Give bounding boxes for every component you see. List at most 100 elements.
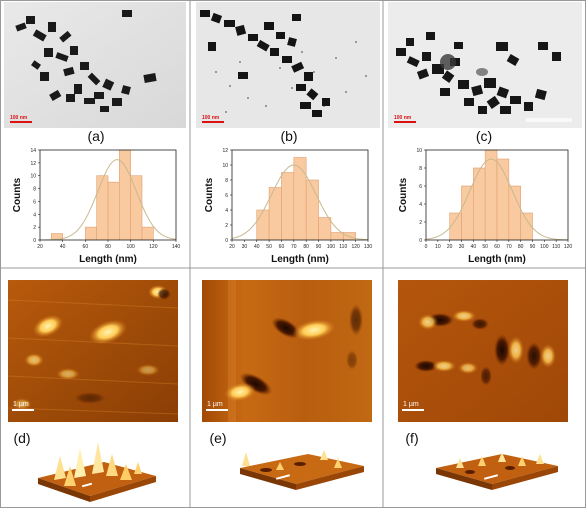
- y-axis-title: Counts: [204, 177, 215, 212]
- x-tick-label: 100: [126, 244, 135, 250]
- scale-bar: [394, 121, 416, 123]
- x-tick-label: 80: [105, 244, 111, 250]
- gaussian-fit-curve: [231, 164, 369, 241]
- histogram-a: 20 40 60 80 100 120 140 0 2 4 6 8 10 12 14 Length (nm) C…: [12, 148, 181, 265]
- y-tick-label: 4: [33, 212, 36, 218]
- nanoparticle-cluster: [396, 32, 561, 114]
- y-tick-label: 2: [419, 220, 422, 226]
- y-tick-label: 8: [225, 178, 228, 184]
- scale-bar: [10, 121, 32, 123]
- scale-bar: [12, 409, 34, 411]
- y-tick-label: 4: [225, 208, 228, 214]
- y-tick-label: 10: [222, 163, 228, 169]
- x-tick-label: 110: [552, 244, 560, 250]
- x-tick-label: 130: [364, 244, 373, 250]
- panel-label-c: (c): [475, 128, 493, 144]
- histogram-bar: [85, 226, 97, 241]
- histogram-bar: [130, 175, 143, 241]
- y-tick-label: 2: [33, 225, 36, 231]
- panel-label-d: (d): [13, 430, 31, 446]
- x-tick-label: 50: [482, 244, 488, 250]
- x-tick-label: 70: [291, 244, 297, 250]
- scan-lines: [8, 299, 178, 415]
- histogram-bar: [119, 149, 131, 241]
- scale-label: 1 µm: [403, 401, 419, 408]
- y-tick-label: 10: [30, 174, 36, 180]
- afm-3d-e: [240, 450, 364, 490]
- afm-3d-d: [38, 442, 156, 502]
- histogram-bar: [107, 181, 120, 241]
- scale-label: 100 nm: [202, 115, 220, 121]
- scale-label: 100 nm: [394, 115, 412, 121]
- x-tick-label: 100: [540, 244, 549, 250]
- tem-image-b: 100 nm: [196, 2, 380, 128]
- x-tick-label: 70: [506, 244, 512, 250]
- y-tick-label: 10: [416, 148, 422, 154]
- scale-label: 100 nm: [10, 115, 28, 121]
- y-axis-title: Counts: [12, 177, 23, 212]
- x-tick-label: 120: [351, 244, 360, 250]
- x-tick-label: 0: [425, 244, 428, 250]
- x-tick-label: 80: [518, 244, 524, 250]
- histogram-bar: [461, 185, 474, 241]
- histogram-bar: [330, 232, 344, 241]
- histogram-c: 0 10 20 30 40 50 60 70 80 90 100 110 120 0 2 4 6 8 10 Lengt…: [398, 148, 573, 265]
- y-tick-label: 0: [419, 238, 422, 244]
- gaussian-fit-curve: [425, 158, 569, 241]
- x-tick-label: 60: [494, 244, 500, 250]
- y-tick-label: 4: [419, 202, 422, 208]
- x-tick-label: 90: [316, 244, 322, 250]
- histogram-bar: [520, 212, 533, 241]
- histogram-bar: [449, 212, 462, 241]
- tem-image-c: 100 nm: [388, 2, 582, 128]
- y-axis-title: Counts: [398, 177, 409, 212]
- panel-label-a: (a): [87, 128, 105, 144]
- histogram-bar: [141, 226, 154, 241]
- y-tick-label: 6: [33, 199, 36, 205]
- tem-image-a: 100 nm: [4, 2, 186, 128]
- nanoparticle-cluster: [15, 10, 157, 112]
- y-tick-label: 12: [30, 161, 36, 167]
- histogram-bar: [293, 157, 307, 241]
- histogram-bar: [508, 185, 521, 241]
- x-tick-label: 140: [172, 244, 181, 250]
- x-tick-label: 90: [530, 244, 536, 250]
- x-tick-label: 50: [266, 244, 272, 250]
- histogram-bar: [305, 179, 319, 241]
- y-tick-label: 2: [225, 223, 228, 229]
- afm-image-d: 1 µm: [8, 280, 178, 422]
- x-tick-label: 10: [435, 244, 441, 250]
- histogram-bar: [281, 172, 295, 241]
- panel-label-f: (f): [405, 430, 419, 446]
- y-tick-label: 14: [30, 148, 36, 154]
- scale-bar: [202, 121, 224, 123]
- x-tick-label: 40: [60, 244, 66, 250]
- histogram-bar: [256, 209, 270, 241]
- x-tick-label: 30: [459, 244, 465, 250]
- x-axis-title: Length (nm): [271, 254, 329, 265]
- x-tick-label: 120: [149, 244, 158, 250]
- scale-label: 1 µm: [207, 401, 223, 408]
- panel-label-b: (b): [280, 128, 298, 144]
- gaussian-fit-curve: [39, 159, 177, 241]
- scale-bar: [402, 409, 424, 411]
- y-tick-label: 12: [222, 148, 228, 154]
- x-tick-label: 20: [229, 244, 235, 250]
- afm-image-f: 1 µm: [398, 280, 568, 422]
- y-tick-label: 0: [33, 238, 36, 244]
- afm-3d-f: [436, 452, 558, 490]
- x-tick-label: 20: [447, 244, 453, 250]
- histogram-bar: [318, 217, 332, 241]
- x-tick-label: 120: [564, 244, 573, 250]
- x-tick-label: 30: [242, 244, 248, 250]
- x-tick-label: 20: [37, 244, 43, 250]
- x-tick-label: 40: [471, 244, 477, 250]
- nanoparticle-chain: [200, 10, 330, 117]
- y-tick-label: 8: [33, 187, 36, 193]
- scale-label: 1 µm: [13, 401, 29, 408]
- x-tick-label: 80: [303, 244, 309, 250]
- x-axis-title: Length (nm): [468, 254, 526, 265]
- x-tick-label: 110: [339, 244, 347, 250]
- x-tick-label: 60: [279, 244, 285, 250]
